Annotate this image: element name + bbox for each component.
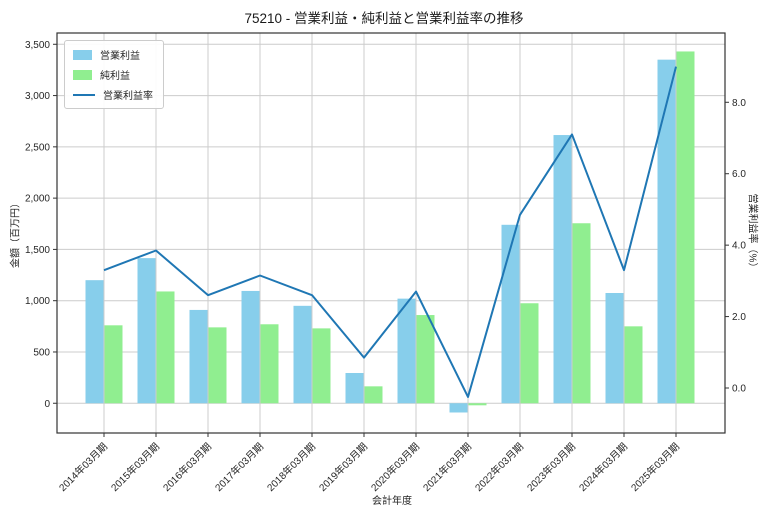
profit-margin-line xyxy=(103,66,677,398)
tick-label: 3,000 xyxy=(25,91,50,102)
tick-label: 2016年03月期 xyxy=(160,440,214,494)
operating-profit-bar xyxy=(241,290,260,404)
tick-label: 2024年03月期 xyxy=(576,440,630,494)
tick-label: 2025年03月期 xyxy=(628,440,682,494)
legend: 営業利益 純利益 営業利益率 xyxy=(64,40,164,109)
tick-label: 0.0 xyxy=(732,384,746,395)
tick-label: 2,000 xyxy=(25,194,50,205)
net-profit-bar xyxy=(260,324,279,404)
net-profit-bar xyxy=(208,327,227,404)
plot-border xyxy=(56,32,726,434)
operating-profit-bar xyxy=(397,298,416,404)
operating-profit-bar xyxy=(293,305,312,404)
net-profit-bar xyxy=(416,315,435,404)
tick-label: 2017年03月期 xyxy=(212,440,266,494)
net-profit-bar xyxy=(468,403,487,406)
legend-label: 純利益 xyxy=(100,71,130,82)
net-profit-bar xyxy=(572,223,591,404)
net-profit-swatch-icon xyxy=(73,69,92,80)
operating-profit-bar xyxy=(553,135,572,404)
tick-label: 2015年03月期 xyxy=(108,440,162,494)
tick-label: 1,500 xyxy=(25,245,50,256)
net-profit-bar xyxy=(520,303,539,404)
tick-label: 2021年03月期 xyxy=(420,440,474,494)
legend-item-operating-profit: 営業利益 xyxy=(73,47,153,62)
tick-label: 2014年03月期 xyxy=(56,440,110,494)
operating-profit-bar xyxy=(137,258,156,404)
legend-item-profit-margin: 営業利益率 xyxy=(73,87,153,102)
right-axis-title: 営業利益率（%） xyxy=(746,193,758,273)
tick-label: 8.0 xyxy=(732,98,746,109)
x-axis-title: 会計年度 xyxy=(372,496,412,507)
legend-label: 営業利益率 xyxy=(103,91,153,102)
net-profit-bar xyxy=(676,51,695,404)
tick-label: 2020年03月期 xyxy=(368,440,422,494)
tick-label: 0 xyxy=(44,399,50,410)
operating-profit-bar xyxy=(85,280,104,404)
net-profit-bar xyxy=(624,326,643,404)
tick-label: 1,000 xyxy=(25,296,50,307)
tick-label: 500 xyxy=(33,347,50,358)
tick-label: 2023年03月期 xyxy=(524,440,578,494)
operating-profit-bar xyxy=(189,309,208,404)
net-profit-bar xyxy=(104,325,123,404)
operating-profit-bar xyxy=(449,403,468,413)
tick-label: 4.0 xyxy=(732,241,746,252)
tick-label: 2018年03月期 xyxy=(264,440,318,494)
profit-margin-line-swatch-icon xyxy=(73,93,95,96)
tick-label: 2.0 xyxy=(732,312,746,323)
legend-item-net-profit: 純利益 xyxy=(73,67,153,82)
tick-label: 3,500 xyxy=(25,40,50,51)
tick-label: 6.0 xyxy=(732,169,746,180)
legend-label: 営業利益 xyxy=(100,51,140,62)
net-profit-bar xyxy=(364,386,383,404)
tick-label: 2,500 xyxy=(25,142,50,153)
operating-profit-bar xyxy=(657,59,676,404)
operating-profit-swatch-icon xyxy=(73,49,92,60)
tick-label: 2019年03月期 xyxy=(316,440,370,494)
net-profit-bar xyxy=(156,291,175,404)
net-profit-bar xyxy=(312,328,331,404)
operating-profit-bar xyxy=(345,373,364,404)
operating-profit-bar xyxy=(605,293,624,404)
operating-profit-bar xyxy=(501,224,520,404)
chart-title: 75210 - 営業利益・純利益と営業利益率の推移 xyxy=(244,11,524,26)
tick-label: 2022年03月期 xyxy=(472,440,526,494)
left-axis-title: 金額（百万円） xyxy=(10,198,22,268)
